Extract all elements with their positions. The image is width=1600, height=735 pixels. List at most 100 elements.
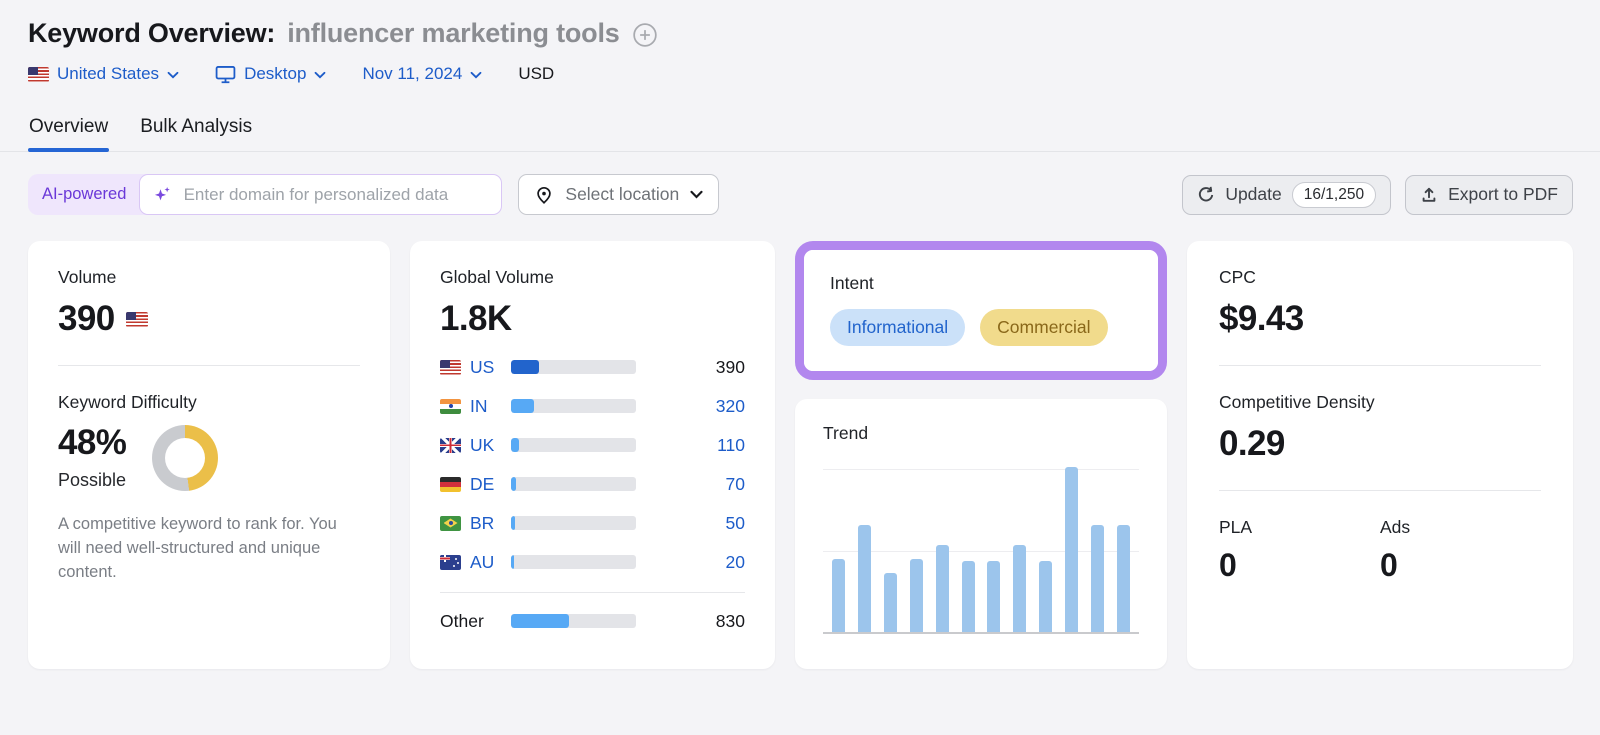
update-button-label: Update (1225, 184, 1282, 204)
pla-value: 0 (1219, 547, 1237, 583)
device-filter-label: Desktop (244, 64, 307, 83)
ai-powered-badge: AI-powered (42, 185, 127, 203)
location-filter[interactable]: United States (28, 64, 179, 84)
volume-bar-fill (511, 360, 539, 374)
volume-bar-track (511, 516, 636, 530)
country-volume-value: 390 (715, 356, 745, 377)
pla-label: PLA (1219, 517, 1253, 537)
domain-input[interactable] (181, 183, 489, 206)
volume-bar-fill (511, 614, 569, 628)
divider (440, 592, 745, 593)
keyword-difficulty-label: Keyword Difficulty (58, 392, 197, 412)
global-volume-value: 1.8K (440, 299, 512, 338)
cpc-card: CPC $9.43 Competitive Density 0.29 PLA 0… (1187, 241, 1573, 669)
volume-bar-track (511, 438, 636, 452)
page-title: Keyword Overview: (28, 18, 276, 48)
divider (1219, 365, 1541, 366)
volume-value: 390 (58, 299, 115, 338)
intent-badge-informational: Informational (830, 309, 966, 346)
country-volume-value: 320 (715, 395, 745, 416)
global-volume-card: Global Volume 1.8K US 390 IN 320 UK (410, 241, 775, 669)
export-pdf-label: Export to PDF (1448, 184, 1558, 204)
location-filter-label: United States (57, 64, 160, 83)
other-label: Other (440, 610, 484, 631)
volume-bar-track (511, 477, 636, 491)
trend-chart (823, 462, 1139, 634)
volume-difficulty-card: Volume 390 Keyword Difficulty 48% Possib… (28, 241, 390, 669)
volume-bar-fill (511, 555, 515, 569)
chevron-down-icon (690, 190, 703, 199)
trend-bar (987, 561, 1001, 632)
trend-bar (935, 544, 949, 632)
tab-bulk-analysis[interactable]: Bulk Analysis (140, 116, 253, 137)
trend-bar (1091, 524, 1105, 632)
export-pdf-button[interactable]: Export to PDF (1405, 174, 1573, 215)
intent-card: Intent Informational Commercial (804, 250, 1158, 371)
volume-bar-fill (511, 516, 515, 530)
keyword-text: influencer marketing tools (287, 18, 620, 48)
country-volume-value: 50 (725, 512, 745, 533)
country-volume-value: 830 (715, 610, 745, 631)
country-volume-row: BR 50 (440, 512, 745, 534)
trend-bar (883, 572, 897, 632)
date-filter[interactable]: Nov 11, 2024 (362, 64, 482, 84)
trend-bar (1013, 544, 1027, 632)
select-location-label: Select location (565, 184, 680, 204)
country-link[interactable]: UK (470, 434, 495, 455)
de-flag-icon (440, 476, 461, 492)
trend-card: Trend (795, 399, 1167, 669)
competitive-density-label: Competitive Density (1219, 392, 1375, 412)
cpc-label: CPC (1219, 267, 1256, 287)
select-location-dropdown[interactable]: Select location (518, 174, 720, 215)
tab-bar: Overview Bulk Analysis (0, 108, 1600, 152)
br-flag-icon (440, 515, 461, 531)
country-link[interactable]: IN (470, 395, 488, 416)
difficulty-donut (152, 425, 219, 491)
au-flag-icon (440, 554, 461, 570)
keyword-difficulty-description: A competitive keyword to rank for. You w… (58, 515, 337, 581)
volume-bar-fill (511, 399, 534, 413)
intent-badge-commercial: Commercial (980, 309, 1108, 346)
tab-overview[interactable]: Overview (28, 108, 110, 152)
country-link[interactable]: BR (470, 512, 495, 533)
plus-circle-icon (632, 22, 657, 47)
country-link[interactable]: AU (470, 551, 495, 572)
trend-bar (1039, 561, 1053, 632)
location-pin-icon (537, 186, 552, 204)
country-volume-row: IN 320 (440, 395, 745, 417)
country-volume-row: DE 70 (440, 473, 745, 495)
country-volume-row: UK 110 (440, 434, 745, 456)
domain-input-wrapper (139, 174, 503, 215)
add-keyword-button[interactable] (632, 22, 658, 48)
trend-bar (909, 559, 923, 632)
country-volume-value: 20 (725, 551, 745, 572)
ai-powered-input-group: AI-powered (28, 174, 503, 215)
device-filter[interactable]: Desktop (215, 64, 326, 84)
us-flag-icon (28, 66, 49, 82)
desktop-icon (215, 65, 236, 83)
intent-label: Intent (830, 273, 874, 293)
update-button[interactable]: Update 16/1,250 (1182, 174, 1392, 215)
country-volume-row: AU 20 (440, 551, 745, 573)
country-link[interactable]: US (470, 356, 495, 377)
country-volume-row-other: Other 830 (440, 610, 745, 632)
keyword-overview-page: Keyword Overview: influencer marketing t… (0, 0, 1600, 669)
update-quota-badge: 16/1,250 (1291, 181, 1377, 208)
volume-bar-track (511, 360, 636, 374)
sparkles-icon (155, 186, 171, 201)
us-flag-icon (125, 311, 148, 327)
volume-bar-fill (511, 477, 516, 491)
volume-label: Volume (58, 267, 117, 287)
trend-bar (857, 524, 871, 632)
volume-bar-track (511, 399, 636, 413)
currency-label: USD (518, 64, 555, 83)
filter-bar: United States Desktop Nov 11, 2024 USD (28, 64, 1573, 84)
chevron-down-icon (167, 71, 179, 79)
trend-label: Trend (823, 423, 869, 443)
competitive-density-value: 0.29 (1219, 424, 1285, 463)
trend-bar (961, 561, 975, 632)
country-link[interactable]: DE (470, 473, 495, 494)
country-volume-value: 110 (717, 434, 745, 455)
page-header: Keyword Overview: influencer marketing t… (28, 18, 1573, 49)
volume-bar-fill (511, 438, 519, 452)
